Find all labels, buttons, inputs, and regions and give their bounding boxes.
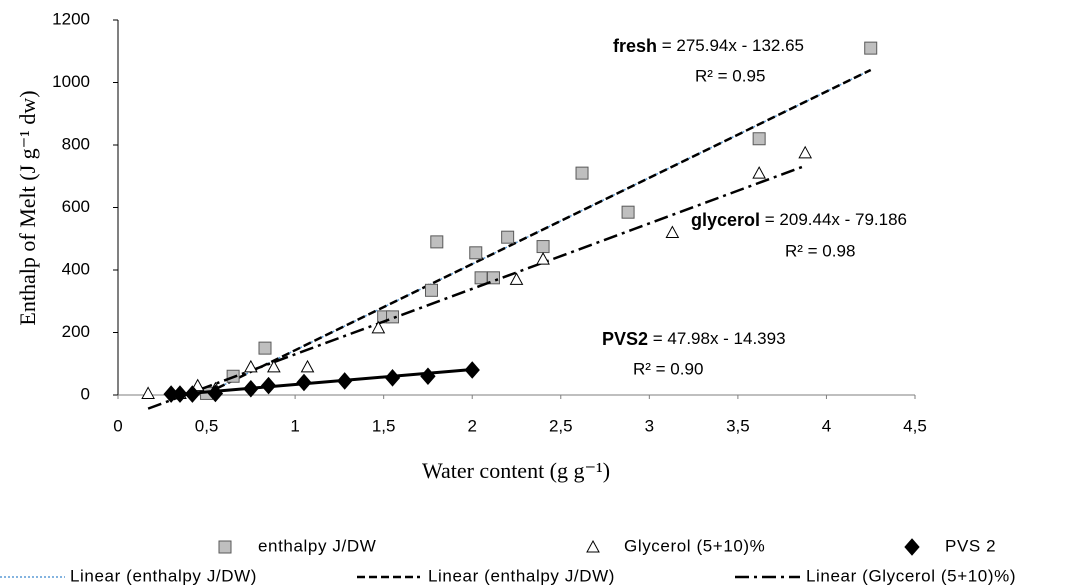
equation-text: = 47.98x - 14.393 bbox=[648, 329, 786, 348]
x-tick-label: 1 bbox=[290, 416, 299, 435]
y-tick-label: 200 bbox=[62, 322, 90, 341]
data-point bbox=[509, 272, 524, 285]
data-point bbox=[258, 341, 272, 355]
data-point bbox=[260, 376, 277, 395]
data-point bbox=[464, 361, 480, 379]
x-tick-label: 3 bbox=[645, 416, 654, 435]
trendline bbox=[206, 68, 872, 395]
data-point bbox=[536, 252, 550, 265]
trendline-equation: glycerol = 209.44x - 79.186 bbox=[691, 210, 907, 230]
y-tick-label: 0 bbox=[81, 384, 90, 403]
data-point bbox=[184, 385, 201, 403]
r-squared: R² = 0.95 bbox=[695, 66, 765, 85]
data-point bbox=[752, 166, 766, 179]
data-point bbox=[536, 240, 550, 254]
x-tick-label: 4,5 bbox=[903, 416, 927, 435]
x-tick-label: 0,5 bbox=[195, 416, 219, 435]
x-tick-label: 0 bbox=[113, 416, 122, 435]
data-point bbox=[864, 41, 878, 55]
y-tick-label: 800 bbox=[62, 134, 90, 153]
y-tick-label: 600 bbox=[62, 197, 90, 216]
x-tick-label: 1,5 bbox=[372, 416, 396, 435]
y-axis-label: Enthalp of Melt (J g⁻¹ dw) bbox=[15, 90, 40, 325]
data-point bbox=[371, 320, 386, 334]
legend-label: enthalpy J/DW bbox=[258, 536, 376, 555]
x-axis-label: Water content (g g⁻¹) bbox=[422, 458, 610, 483]
data-point bbox=[501, 230, 515, 244]
legend-label: PVS 2 bbox=[945, 536, 996, 555]
data-point bbox=[798, 145, 813, 159]
legend-label: Linear (enthalpy J/DW) bbox=[70, 566, 257, 585]
x-tick-label: 2,5 bbox=[549, 416, 573, 435]
trendline-equation: PVS2 = 47.98x - 14.393 bbox=[602, 329, 786, 349]
legend-label: Glycerol (5+10)% bbox=[624, 536, 765, 555]
data-point bbox=[337, 372, 353, 390]
y-tick-label: 1200 bbox=[52, 9, 90, 28]
data-point bbox=[267, 359, 281, 373]
r-squared: R² = 0.98 bbox=[785, 241, 855, 260]
trendline bbox=[206, 69, 872, 395]
equation-name: glycerol bbox=[691, 210, 760, 230]
data-point bbox=[190, 378, 205, 392]
data-point bbox=[172, 385, 188, 403]
data-point bbox=[300, 359, 315, 373]
legend-label: Linear (Glycerol (5+10)%) bbox=[806, 566, 1016, 585]
data-point bbox=[384, 369, 401, 387]
x-tick-label: 3,5 bbox=[726, 416, 750, 435]
legend-marker bbox=[218, 540, 232, 554]
data-point bbox=[243, 359, 258, 373]
data-point bbox=[621, 205, 635, 219]
data-point bbox=[474, 271, 488, 285]
data-point bbox=[386, 310, 400, 324]
y-tick-label: 1000 bbox=[52, 72, 90, 91]
equation-text: = 275.94x - 132.65 bbox=[657, 36, 804, 55]
equation-text: = 209.44x - 79.186 bbox=[760, 210, 907, 229]
trendline-equation: fresh = 275.94x - 132.65 bbox=[613, 36, 804, 56]
data-point bbox=[469, 246, 483, 260]
trendline bbox=[147, 164, 806, 410]
data-point bbox=[575, 166, 589, 180]
data-point bbox=[243, 379, 259, 398]
y-tick-label: 400 bbox=[62, 259, 90, 278]
equation-name: fresh bbox=[613, 36, 657, 56]
equation-name: PVS2 bbox=[602, 329, 648, 349]
data-point bbox=[207, 384, 224, 403]
data-point bbox=[665, 225, 680, 238]
data-point bbox=[752, 132, 766, 146]
data-point bbox=[424, 283, 438, 297]
x-tick-label: 2 bbox=[467, 416, 476, 435]
legend-marker bbox=[904, 538, 920, 556]
legend-marker bbox=[586, 539, 600, 553]
data-point bbox=[141, 386, 155, 399]
data-point bbox=[296, 373, 312, 392]
trendline bbox=[171, 368, 473, 397]
data-point bbox=[430, 235, 444, 249]
r-squared: R² = 0.90 bbox=[633, 359, 703, 378]
x-tick-label: 4 bbox=[822, 416, 831, 435]
data-point bbox=[420, 367, 436, 386]
legend-label: Linear (enthalpy J/DW) bbox=[428, 566, 615, 585]
